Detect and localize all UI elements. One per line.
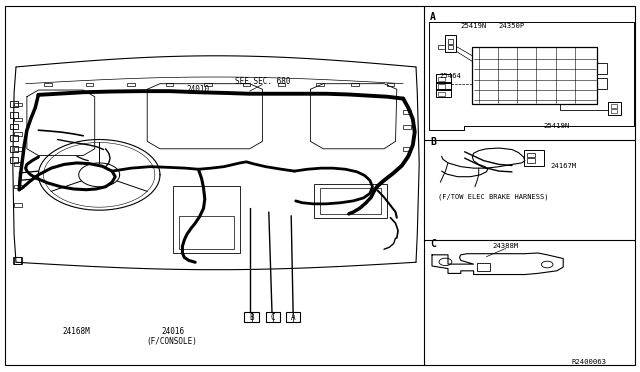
Bar	[611, 109, 617, 113]
Bar	[278, 83, 285, 86]
Bar	[436, 82, 451, 90]
Bar	[477, 263, 490, 271]
Bar	[13, 257, 21, 264]
Text: 24350P: 24350P	[499, 23, 525, 29]
Text: 24168M: 24168M	[63, 327, 91, 336]
Bar	[14, 203, 22, 207]
Text: 25419N: 25419N	[460, 23, 487, 29]
Text: A: A	[430, 12, 436, 22]
Bar	[597, 63, 607, 74]
Bar	[14, 132, 22, 136]
Text: C: C	[270, 312, 275, 322]
Text: 25419N: 25419N	[543, 124, 570, 129]
Text: R2400063: R2400063	[572, 359, 607, 365]
Bar	[243, 83, 250, 86]
Text: 24010: 24010	[187, 85, 210, 94]
Text: (F/TOW ELEC BRAKE HARNESS): (F/TOW ELEC BRAKE HARNESS)	[438, 193, 548, 200]
Bar	[10, 124, 18, 129]
Bar	[266, 312, 280, 322]
Bar	[10, 146, 18, 152]
Bar	[286, 312, 300, 322]
Bar	[403, 147, 411, 151]
Bar	[524, 150, 544, 166]
Text: C: C	[430, 239, 436, 248]
Bar	[10, 101, 18, 107]
Bar	[166, 83, 173, 86]
Bar	[14, 257, 22, 264]
Text: 24016: 24016	[161, 327, 184, 336]
Text: 24167M: 24167M	[550, 163, 577, 169]
Bar	[14, 162, 22, 166]
Bar	[448, 39, 453, 44]
Text: 24388M: 24388M	[492, 243, 519, 249]
Bar	[10, 135, 18, 141]
Text: 25464: 25464	[439, 73, 461, 79]
Text: B: B	[430, 137, 436, 147]
Bar	[10, 157, 18, 163]
Bar	[14, 147, 22, 151]
Text: B: B	[249, 312, 254, 322]
Bar	[608, 102, 621, 115]
Bar	[127, 83, 135, 86]
Text: A: A	[291, 312, 296, 322]
Bar	[403, 125, 411, 129]
Bar	[14, 185, 22, 188]
Bar	[448, 45, 453, 49]
Bar	[14, 103, 22, 106]
Bar	[244, 312, 259, 322]
Bar	[314, 184, 387, 218]
Bar	[173, 186, 240, 253]
Text: SEE SEC. 680: SEE SEC. 680	[235, 77, 290, 86]
Bar	[438, 77, 445, 81]
Bar	[44, 83, 52, 86]
Bar	[316, 83, 324, 86]
Bar	[527, 158, 535, 163]
Bar	[527, 153, 535, 157]
Text: (F/CONSOLE): (F/CONSOLE)	[146, 337, 197, 346]
Bar	[597, 78, 607, 89]
Bar	[14, 118, 22, 121]
Bar	[387, 83, 394, 86]
Bar	[320, 188, 381, 214]
Bar	[445, 35, 456, 52]
Bar	[86, 83, 93, 86]
Bar	[204, 83, 212, 86]
Bar	[10, 112, 18, 118]
Bar	[403, 110, 411, 114]
Bar	[436, 74, 451, 83]
Bar	[438, 92, 445, 96]
Bar	[438, 84, 445, 89]
Bar	[351, 83, 359, 86]
Bar	[436, 89, 451, 97]
Bar	[611, 104, 617, 108]
Bar	[472, 46, 597, 104]
Bar	[179, 216, 234, 249]
